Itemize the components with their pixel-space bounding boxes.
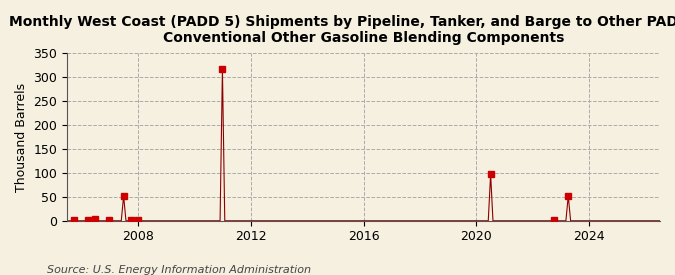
Title: Monthly West Coast (PADD 5) Shipments by Pipeline, Tanker, and Barge to Other PA: Monthly West Coast (PADD 5) Shipments by… — [9, 15, 675, 45]
Y-axis label: Thousand Barrels: Thousand Barrels — [15, 82, 28, 192]
Text: Source: U.S. Energy Information Administration: Source: U.S. Energy Information Administ… — [47, 265, 311, 275]
